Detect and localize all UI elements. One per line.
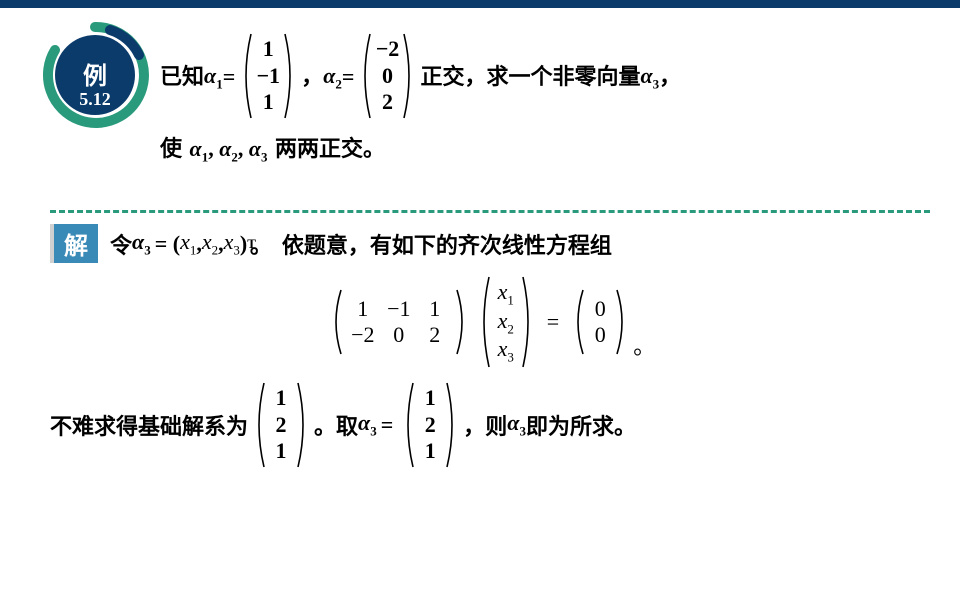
- tuple-open: = (: [155, 231, 180, 257]
- period3: 。: [314, 409, 336, 441]
- tail-comma: ，: [659, 60, 681, 93]
- alpha3-final: α3: [507, 410, 526, 439]
- text-then: ，则: [463, 409, 507, 441]
- alpha1: α1: [204, 59, 223, 94]
- zero-vector: 0 0: [571, 286, 629, 358]
- alpha2: α2: [323, 59, 342, 94]
- example-badge: 例 5.12: [40, 20, 150, 130]
- alpha3-take: α3: [358, 410, 377, 439]
- problem-statement: 已知 α1 = 1 −1 1 ， α2 = −2 0 2 正交，求一个非零向量 …: [160, 30, 930, 167]
- badge-char: 例: [40, 64, 150, 90]
- text-pairwise: 两两正交。: [275, 136, 385, 161]
- vector-alpha1: 1 −1 1: [239, 30, 297, 122]
- top-bar: [0, 0, 960, 8]
- coef-matrix: 1 −1 1 −2 0 2: [329, 286, 469, 358]
- x3: x3: [224, 229, 240, 258]
- comma1: ，: [301, 60, 323, 93]
- x1: x1: [180, 229, 196, 258]
- text-final: 即为所求。: [526, 409, 636, 441]
- solution-badge: 解: [50, 224, 98, 263]
- alpha3: α3: [640, 59, 659, 94]
- text-according: 依题意，有如下的齐次线性方程组: [282, 228, 612, 260]
- vector-alpha2: −2 0 2: [358, 30, 416, 122]
- basis-vector: 1 2 1: [252, 379, 310, 471]
- equation-block: 1 −1 1 −2 0 2 x1 x2 x3 =: [50, 273, 930, 371]
- text-ortho: 正交，求一个非零向量: [420, 60, 640, 93]
- text-basis: 不难求得基础解系为: [50, 409, 248, 441]
- alpha-seq: α1, α2, α3: [190, 136, 274, 161]
- eq4: =: [381, 412, 394, 438]
- eq2: =: [342, 60, 355, 93]
- alpha3-vector: 1 2 1: [401, 379, 459, 471]
- x2: x2: [202, 229, 218, 258]
- period1: 。: [250, 228, 272, 260]
- badge-number: 5.12: [40, 90, 150, 110]
- solution-area: 解 令 α3 = ( x1, x2, x3 )T 。 依题意，有如下的齐次线性方…: [50, 224, 930, 471]
- alpha3-let: α3: [132, 229, 151, 258]
- eq3: =: [547, 309, 559, 335]
- text-make: 使: [160, 136, 182, 161]
- text-let: 令: [110, 228, 132, 260]
- text-take: 取: [336, 409, 358, 441]
- eq1: =: [223, 60, 236, 93]
- divider-dashed: [50, 210, 930, 213]
- text-known: 已知: [160, 60, 204, 93]
- x-vector: x1 x2 x3: [477, 273, 535, 371]
- tuple-close: ): [240, 231, 247, 257]
- period2: 。: [633, 329, 655, 361]
